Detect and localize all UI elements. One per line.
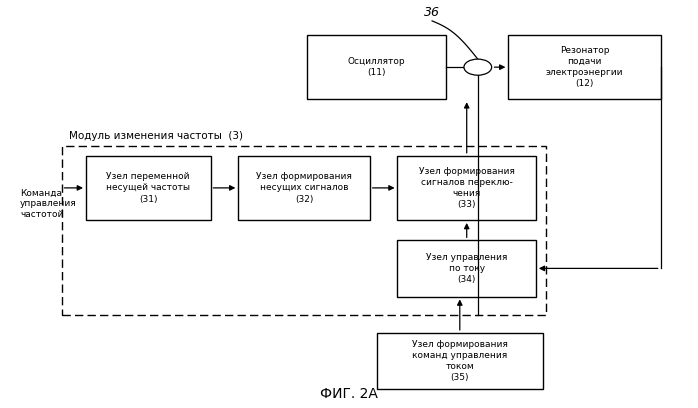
- Text: Узел управления
по току
(34): Узел управления по току (34): [426, 253, 507, 284]
- Bar: [508, 35, 660, 100]
- Text: Узел переменной
несущей частоты
(31): Узел переменной несущей частоты (31): [106, 172, 190, 204]
- Text: Команда
управления
частотой: Команда управления частотой: [20, 189, 77, 219]
- Bar: [86, 156, 211, 220]
- Bar: [377, 333, 543, 389]
- Circle shape: [464, 59, 491, 75]
- Text: Узел формирования
команд управления
током
(35): Узел формирования команд управления токо…: [412, 340, 507, 382]
- Text: Осциллятор
(11): Осциллятор (11): [348, 57, 406, 77]
- Text: Модуль изменения частоты  (3): Модуль изменения частоты (3): [68, 131, 243, 141]
- Bar: [238, 156, 370, 220]
- Text: 36: 36: [424, 7, 440, 19]
- Text: Резонатор
подачи
электроэнергии
(12): Резонатор подачи электроэнергии (12): [546, 46, 623, 88]
- Text: Узел формирования
сигналов переклю-
чения
(33): Узел формирования сигналов переклю- чени…: [419, 167, 514, 209]
- Bar: [397, 156, 536, 220]
- Text: Узел формирования
несущих сигналов
(32): Узел формирования несущих сигналов (32): [256, 172, 352, 204]
- Text: ФИГ. 2А: ФИГ. 2А: [320, 387, 378, 401]
- Bar: [307, 35, 446, 100]
- Bar: [397, 240, 536, 297]
- Bar: [61, 146, 547, 315]
